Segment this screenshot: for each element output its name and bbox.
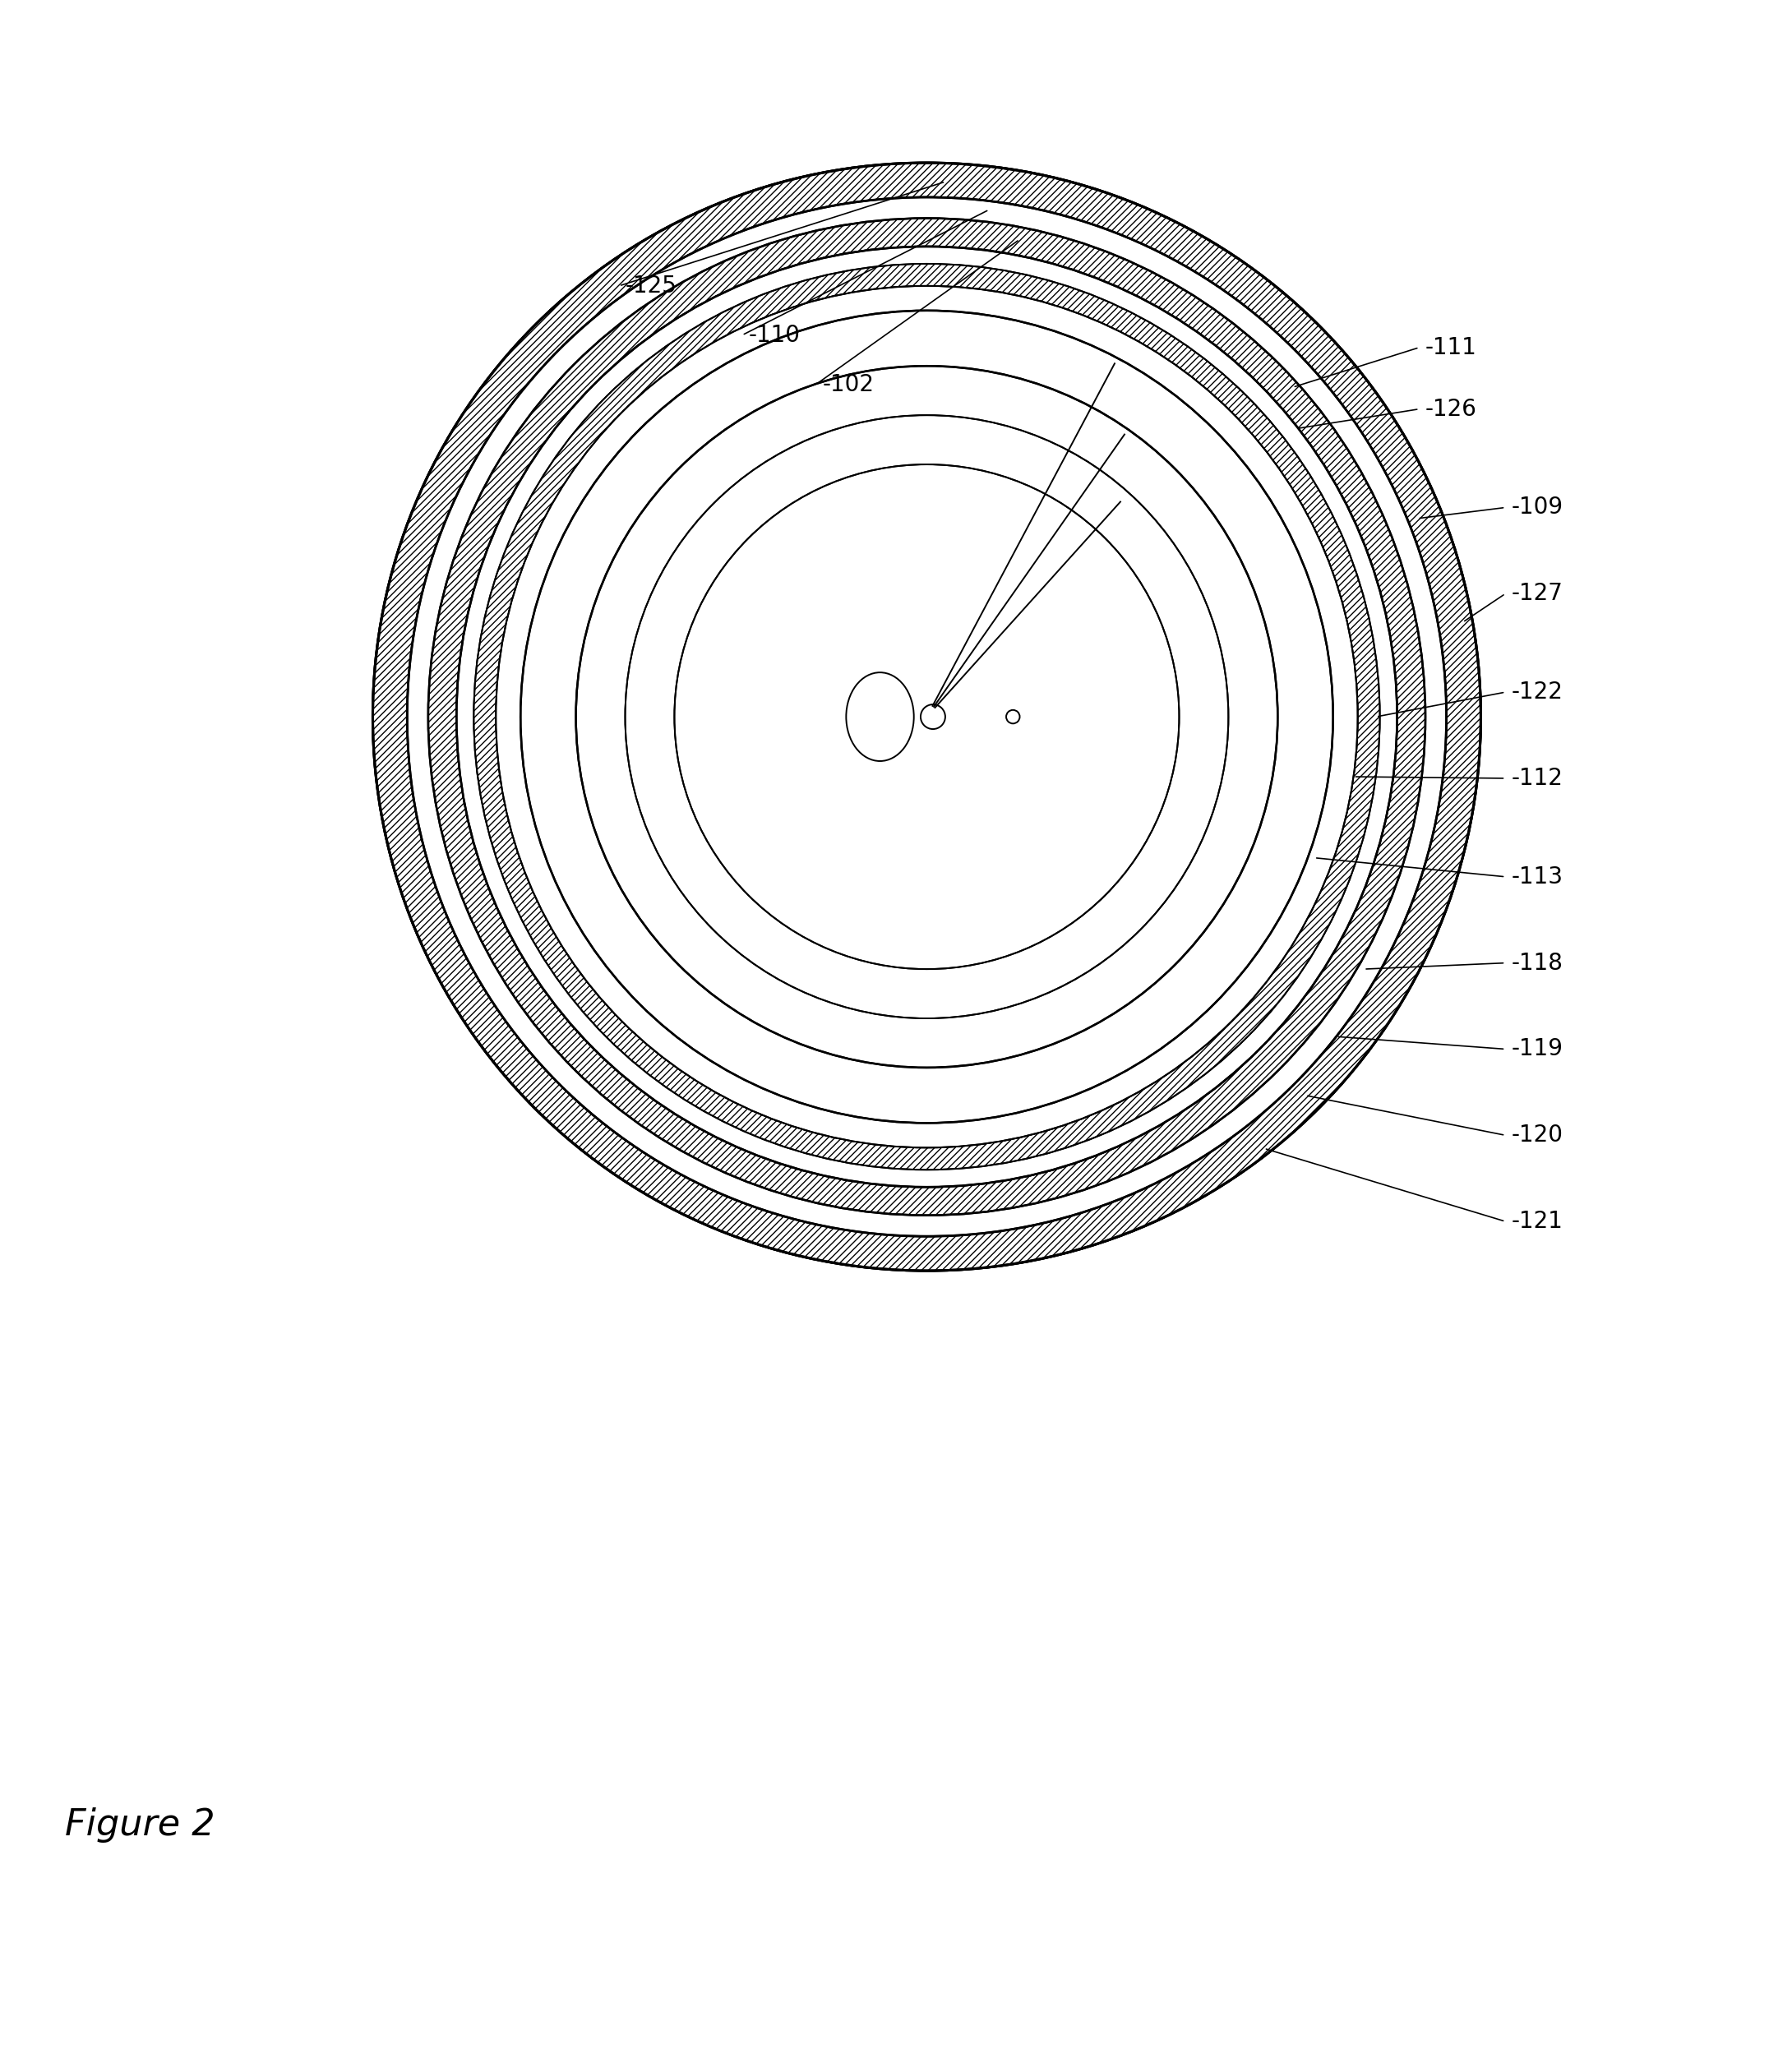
Circle shape [520, 311, 1333, 1123]
Wedge shape [473, 264, 1380, 1170]
Text: -113: -113 [1512, 865, 1563, 889]
Text: -112: -112 [1512, 766, 1563, 789]
Text: -122: -122 [1512, 680, 1563, 703]
Circle shape [373, 162, 1480, 1270]
Circle shape [921, 705, 944, 729]
Text: -110: -110 [749, 324, 799, 346]
Circle shape [407, 197, 1446, 1236]
Text: -120: -120 [1512, 1123, 1563, 1147]
Text: -119: -119 [1512, 1037, 1563, 1061]
Circle shape [625, 416, 1228, 1018]
Text: Figure 2: Figure 2 [65, 1807, 215, 1842]
Wedge shape [428, 219, 1425, 1215]
Wedge shape [373, 162, 1480, 1270]
Circle shape [496, 287, 1358, 1147]
Circle shape [1005, 711, 1020, 723]
Text: -125: -125 [625, 275, 677, 297]
Ellipse shape [846, 672, 914, 760]
Circle shape [575, 367, 1278, 1068]
Text: -126: -126 [1425, 398, 1477, 420]
Circle shape [674, 465, 1179, 969]
Text: -109: -109 [1512, 496, 1563, 518]
Text: -111: -111 [1425, 336, 1477, 359]
Text: -121: -121 [1512, 1211, 1563, 1233]
Circle shape [457, 246, 1398, 1186]
Text: -118: -118 [1512, 951, 1563, 975]
Text: -127: -127 [1512, 582, 1563, 604]
Text: -102: -102 [823, 373, 874, 395]
